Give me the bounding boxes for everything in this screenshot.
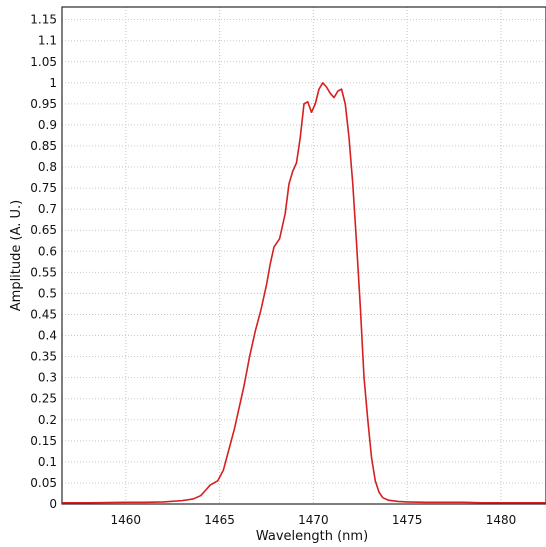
x-tick-label: 1480 — [486, 513, 517, 527]
x-axis-title: Wavelength (nm) — [256, 529, 368, 544]
y-tick-label: 0.8 — [38, 160, 57, 174]
y-tick-label: 0.1 — [38, 455, 57, 469]
y-tick-label: 1.05 — [30, 55, 57, 69]
x-tick-label: 1460 — [111, 513, 142, 527]
y-tick-label: 0.15 — [30, 434, 57, 448]
y-tick-label: 0.3 — [38, 371, 57, 385]
y-tick-label: 0.9 — [38, 118, 57, 132]
x-tick-label: 1475 — [392, 513, 423, 527]
y-tick-label: 0.65 — [30, 223, 57, 237]
y-tick-label: 0.45 — [30, 307, 57, 321]
y-tick-label: 0.2 — [38, 413, 57, 427]
grid-layer — [62, 7, 546, 505]
x-tick-label: 1470 — [298, 513, 329, 527]
y-tick-label: 0 — [49, 497, 57, 511]
y-tick-label: 1.1 — [38, 34, 57, 48]
x-tick-label: 1465 — [204, 513, 235, 527]
y-tick-label: 0.7 — [38, 202, 57, 216]
y-tick-label: 1 — [49, 76, 57, 90]
plot-area-frame — [61, 6, 546, 505]
y-tick-label: 0.5 — [38, 286, 57, 300]
tick-label-layer: 0 0.05 0.1 0.15 0.2 0.25 0.3 0.35 0.4 0.45 0.5 0.55… — [30, 13, 516, 527]
y-tick-label: 0.75 — [30, 181, 57, 195]
y-tick-label: 0.4 — [38, 329, 57, 343]
y-tick-label: 0.35 — [30, 350, 57, 364]
series-line-0 — [61, 82, 546, 504]
y-tick-label: 1.15 — [30, 13, 57, 27]
y-tick-label: 0.85 — [30, 139, 57, 153]
y-tick-label: 0.05 — [30, 476, 57, 490]
series-layer — [61, 82, 546, 504]
y-tick-label: 0.25 — [30, 392, 57, 406]
y-tick-label: 0.6 — [38, 244, 57, 258]
y-tick-label: 0.55 — [30, 265, 57, 279]
y-axis-title: Amplitude (A. U.) — [9, 200, 24, 311]
y-tick-label: 0.95 — [30, 97, 57, 111]
